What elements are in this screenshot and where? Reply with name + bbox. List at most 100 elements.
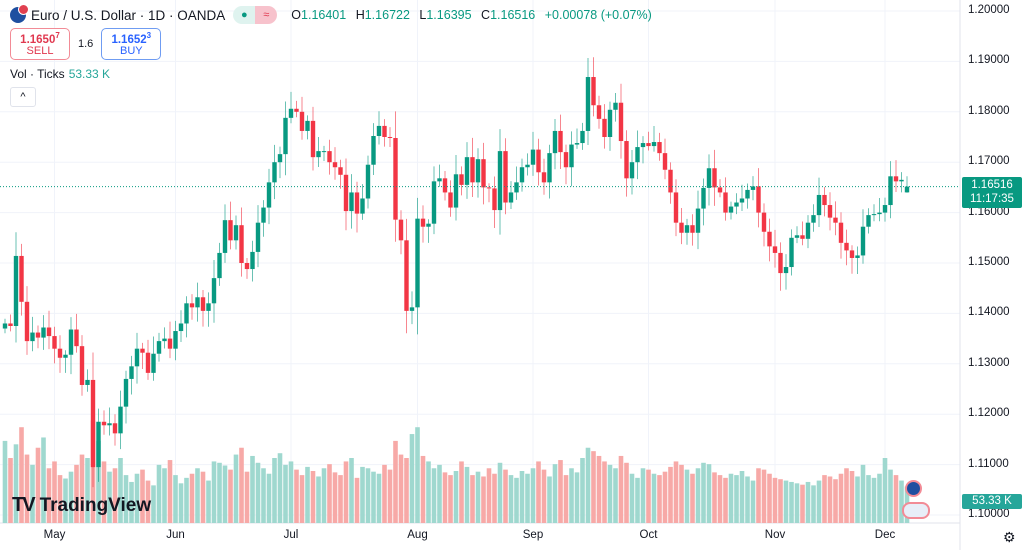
volume-bar <box>343 461 349 523</box>
candle-body <box>580 130 585 144</box>
candle-body <box>123 378 129 407</box>
volume-bar <box>74 464 79 523</box>
candle-body <box>503 151 508 203</box>
price-axis-label: 1.10000 <box>968 508 1010 520</box>
candle-body <box>19 255 24 302</box>
candle-body <box>129 366 134 379</box>
candle-body <box>547 153 552 183</box>
candle-body <box>684 225 690 233</box>
candle-body <box>838 222 844 243</box>
volume-bar <box>602 461 607 523</box>
volume-bar <box>332 472 338 523</box>
ohlc-readout: O1.16401 H1.16722 L1.16395 C1.16516 +0.0… <box>291 8 652 22</box>
volume-bar <box>783 480 789 523</box>
candle-body <box>426 223 431 227</box>
eur-usd-flag-icon <box>10 4 29 23</box>
candle-body <box>35 332 41 338</box>
price-axis-label: 1.18000 <box>968 104 1010 117</box>
volume-bar <box>580 458 585 523</box>
candle-body <box>365 164 371 199</box>
volume-bar <box>574 472 580 523</box>
settings-gear-icon[interactable]: ⚙ <box>1003 529 1016 545</box>
volume-bar <box>860 464 866 523</box>
price-axis-label: 1.20000 <box>968 4 1010 16</box>
candle-body <box>646 143 651 147</box>
candle-body <box>140 348 145 353</box>
volume-bar <box>35 447 41 523</box>
volume-bar <box>41 437 46 523</box>
buy-button[interactable]: 1.16523 BUY <box>101 28 162 60</box>
candle-body <box>833 217 838 223</box>
candle-body <box>239 225 244 263</box>
volume-bar <box>591 451 596 523</box>
candle-body <box>189 303 195 308</box>
candle-body <box>68 329 74 355</box>
candle-body <box>805 222 811 239</box>
volume-bar <box>525 473 530 523</box>
volume-bar <box>420 455 426 523</box>
candle-body <box>431 181 437 224</box>
volume-bar <box>519 471 525 523</box>
volume-bar <box>464 466 470 523</box>
change-value: +0.00078 (+0.07%) <box>544 8 652 22</box>
volume-bar <box>728 473 734 523</box>
volume-bar <box>129 481 134 523</box>
sell-button[interactable]: 1.16507 SELL <box>10 28 70 60</box>
candle-body <box>866 215 871 227</box>
volume-bar <box>107 471 112 523</box>
time-axis-label: Aug <box>407 529 428 541</box>
candle-body <box>789 237 794 268</box>
candle-body <box>272 162 277 183</box>
candle-body <box>195 297 200 308</box>
volume-bar <box>503 469 508 523</box>
status-pill[interactable]: ● ≈ <box>233 6 278 24</box>
volume-bar <box>596 455 602 523</box>
candle-body <box>844 242 849 251</box>
candle-body <box>222 220 228 253</box>
volume-bar <box>624 462 629 523</box>
volume-bar <box>739 471 745 523</box>
current-price-label: 1.16516 11:17:35 <box>962 177 1022 208</box>
volume-bar <box>217 462 222 523</box>
candle-body <box>255 222 261 252</box>
volume-bar <box>679 464 684 523</box>
volume-bar <box>866 475 871 523</box>
collapse-legend-button[interactable]: ^ <box>10 87 36 107</box>
candle-body <box>217 252 222 279</box>
price-axis-label: 1.12000 <box>968 407 1010 420</box>
volume-bar <box>635 477 640 523</box>
candle-body <box>2 323 8 329</box>
tradingview-logo[interactable]: TV TradingView <box>12 494 152 516</box>
candle-body <box>860 226 866 256</box>
volume-bar <box>404 458 409 523</box>
volume-value-label: 53.33 K <box>962 494 1022 509</box>
volume-bar <box>316 476 321 523</box>
volume-bar <box>882 458 888 523</box>
candle-body <box>376 125 382 136</box>
candle-body <box>481 159 486 188</box>
candle-body <box>41 327 46 338</box>
candle-body <box>13 255 19 326</box>
volume-bar <box>310 471 316 523</box>
candle-body <box>448 192 453 208</box>
volume-bar <box>112 468 118 523</box>
volume-bar <box>547 476 552 523</box>
volume-bar <box>558 460 563 523</box>
volume-bar <box>778 479 783 523</box>
eur-currency-event-icon[interactable] <box>905 480 922 497</box>
volume-indicator-legend[interactable]: Vol · Ticks 53.33 K <box>10 67 111 81</box>
volume-bar <box>756 468 761 523</box>
price-axis-label: 1.11000 <box>968 457 1009 470</box>
volume-bar <box>371 471 376 523</box>
volume-bar <box>123 475 129 523</box>
candle-body <box>409 307 415 311</box>
time-axis-label: Dec <box>874 529 896 541</box>
volume-bar <box>701 462 706 523</box>
candle-body <box>811 215 816 223</box>
volume-bar <box>767 473 772 523</box>
volume-bar <box>222 465 228 523</box>
volume-bar <box>855 476 860 523</box>
symbol-title[interactable]: Euro / U.S. Dollar · 1D · OANDA <box>31 7 226 23</box>
usd-currency-event-icon[interactable] <box>902 502 930 519</box>
